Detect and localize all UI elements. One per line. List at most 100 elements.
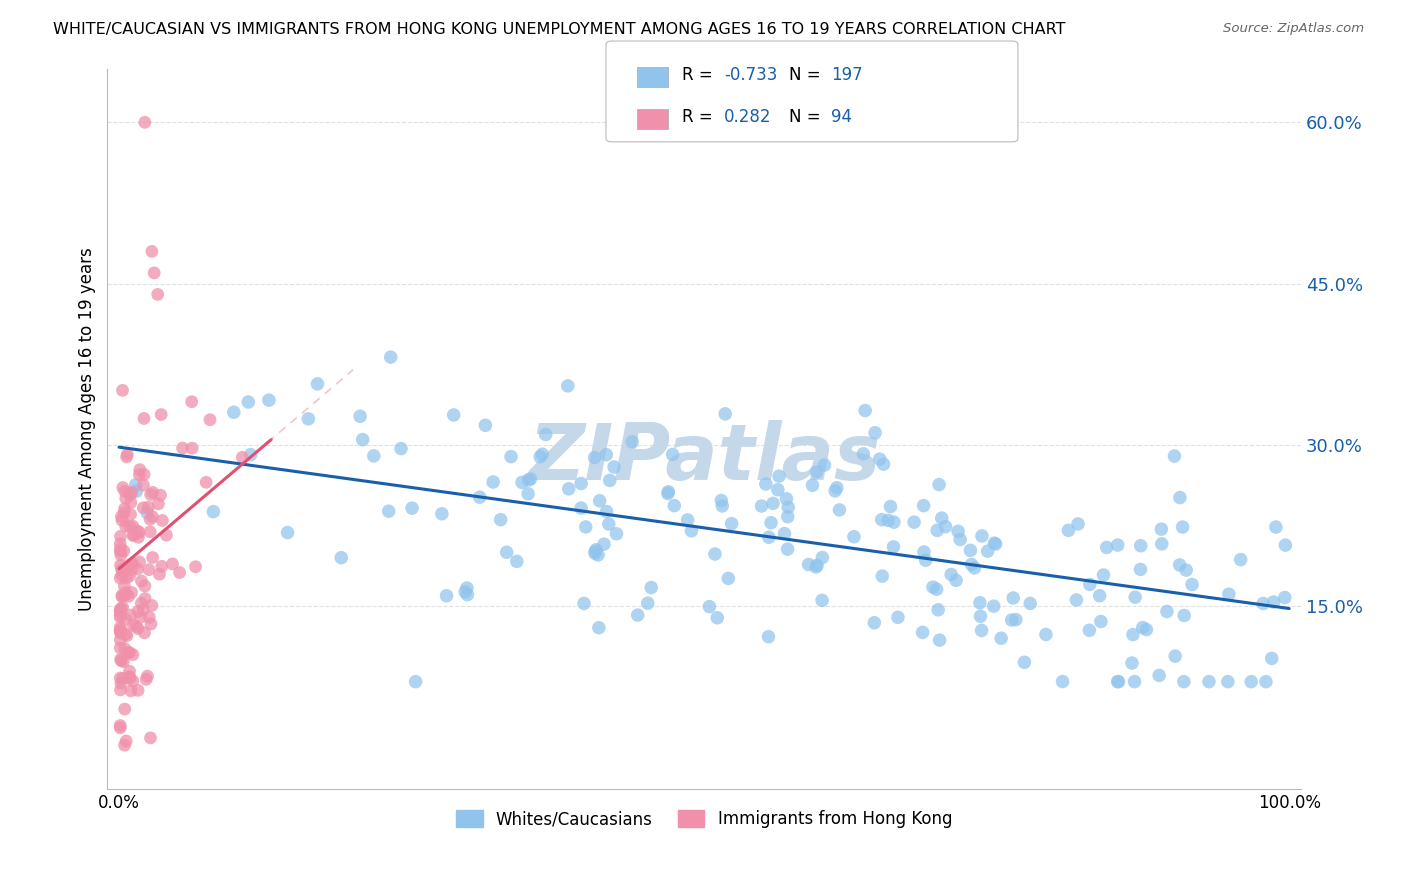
Point (110, 602, 132, 616)
Point (110, 571, 132, 585)
Point (879, 500, 901, 514)
Point (110, 624, 132, 639)
Point (595, 504, 617, 518)
Point (138, 610, 160, 624)
Point (114, 501, 136, 516)
Point (1121, 656, 1143, 670)
Point (112, 543, 135, 558)
Point (134, 625, 156, 640)
Point (583, 544, 606, 558)
Point (711, 499, 734, 513)
Point (776, 509, 799, 524)
Point (842, 530, 865, 544)
Point (128, 463, 150, 477)
Point (676, 513, 699, 527)
Point (1173, 674, 1195, 689)
Point (122, 618, 145, 632)
Point (198, 413, 221, 427)
Point (148, 567, 170, 582)
Point (454, 585, 477, 599)
Point (927, 603, 949, 617)
Point (510, 475, 533, 490)
Point (922, 580, 945, 594)
Point (111, 568, 134, 582)
Point (1168, 558, 1191, 572)
Point (129, 610, 152, 624)
Point (297, 412, 319, 426)
Point (135, 673, 157, 687)
Point (143, 266, 166, 280)
Point (534, 427, 557, 442)
Point (110, 652, 132, 666)
Point (307, 376, 329, 391)
Point (129, 596, 152, 610)
Point (983, 536, 1005, 550)
Point (983, 599, 1005, 614)
Point (456, 581, 478, 595)
Point (1147, 668, 1170, 682)
Point (811, 593, 834, 607)
Point (1014, 655, 1036, 669)
Y-axis label: Unemployment Among Ages 16 to 19 years: Unemployment Among Ages 16 to 19 years (79, 247, 96, 611)
Point (142, 485, 165, 500)
Point (127, 524, 149, 538)
Point (132, 500, 155, 515)
Point (1002, 591, 1025, 605)
Point (869, 452, 891, 467)
Point (531, 447, 554, 461)
Point (150, 513, 173, 527)
Point (127, 530, 149, 544)
Point (657, 486, 679, 500)
Point (120, 488, 142, 502)
Point (134, 579, 156, 593)
Point (139, 487, 162, 501)
Point (870, 569, 893, 583)
Point (766, 483, 789, 497)
Point (125, 478, 148, 492)
Point (114, 561, 136, 575)
Point (1175, 563, 1198, 577)
Point (1181, 577, 1204, 591)
Point (110, 623, 132, 637)
Point (506, 554, 529, 568)
Point (110, 718, 132, 732)
Point (139, 512, 162, 526)
Point (588, 621, 610, 635)
Point (758, 530, 780, 544)
Point (389, 442, 412, 456)
Point (657, 484, 679, 499)
Point (1088, 589, 1111, 603)
Point (110, 604, 132, 618)
Point (132, 478, 155, 492)
Point (969, 609, 991, 624)
Point (110, 602, 132, 616)
Point (925, 582, 948, 597)
Point (349, 409, 371, 424)
Point (128, 555, 150, 569)
Point (1005, 613, 1028, 627)
Point (172, 441, 194, 455)
Point (569, 476, 592, 491)
Point (928, 477, 950, 491)
Point (377, 504, 399, 518)
Point (430, 507, 453, 521)
Point (1150, 522, 1173, 536)
Point (1052, 674, 1074, 689)
Legend: Whites/Caucasians, Immigrants from Hong Kong: Whites/Caucasians, Immigrants from Hong … (450, 804, 959, 835)
Text: R =: R = (682, 108, 718, 126)
Point (914, 553, 936, 567)
Point (117, 448, 139, 462)
Point (125, 619, 148, 633)
Point (976, 544, 998, 558)
Point (222, 405, 245, 419)
Point (111, 481, 134, 495)
Point (121, 563, 143, 577)
Point (928, 633, 950, 648)
Point (1240, 674, 1263, 689)
Point (1107, 674, 1129, 689)
Point (231, 450, 253, 465)
Point (970, 624, 993, 638)
Text: N =: N = (789, 108, 825, 126)
Point (128, 525, 150, 540)
Point (184, 559, 207, 574)
